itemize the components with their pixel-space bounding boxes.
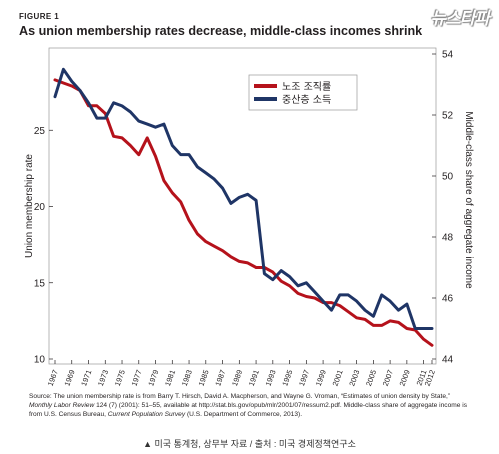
legend-label-union: 노조 조직률 [282,81,331,93]
x-tick-label: 1985 [197,369,211,388]
y-left-tick-label: 10 [34,355,46,366]
x-tick-label: 2009 [398,369,412,388]
x-tick-label: 1977 [129,369,143,388]
y-right-tick-label: 48 [442,233,454,244]
x-tick-label: 2001 [331,369,345,388]
x-tick-label: 2005 [364,369,378,388]
x-tick-label: 1997 [297,369,311,388]
x-axis-ticks: 1967 1969 1971 1973 1975 1977 1979 1981 1983 1985… [46,360,437,387]
chart-title: As union membership rates decrease, midd… [19,24,423,38]
y-left-tick-label: 25 [34,126,46,137]
x-tick-label: 1989 [230,369,244,388]
legend-label-middle-class: 중산층 소득 [282,94,331,106]
source-journal: Monthly Labor Review [29,402,95,409]
left-axis-ticks: 10 15 20 25 [34,126,53,366]
x-tick-label: 1975 [113,369,127,388]
x-tick-label: 1979 [146,369,160,388]
x-tick-label: 1995 [280,369,294,388]
y-right-tick-label: 52 [442,111,454,122]
figure-label: FIGURE 1 [19,12,60,21]
x-tick-label: 1999 [314,369,328,388]
footer-caption: ▲ 미국 통계청, 상무부 자료 / 출처 : 미국 경제정책연구소 [143,439,356,449]
series-line-union-membership [53,78,434,347]
y-axis-left-label: Union membership rate [24,154,35,258]
x-tick-label: 1969 [62,369,76,388]
watermark-logo: 뉴스타파 [430,9,490,28]
source-prefix: Source: The union membership rate is fro… [29,393,451,400]
x-tick-label: 2003 [347,369,361,388]
right-axis-ticks: 44 46 48 50 52 54 [432,50,454,366]
y-axis-right-label: Middle-class share of aggregate income [463,111,474,289]
plot-area [48,47,437,365]
legend: 노조 조직률 중산층 소득 [248,74,358,111]
y-right-tick-label: 54 [442,50,454,61]
x-tick-label: 1983 [180,369,194,388]
y-right-tick-label: 46 [442,294,454,305]
x-tick-label: 1993 [264,369,278,388]
y-right-tick-label: 44 [442,355,454,366]
source-middle: 124 (7) (2001): 51–55, available at http… [29,402,468,418]
source-suffix: (U.S. Department of Commerce, 2013). [185,411,303,418]
x-tick-label: 1973 [96,369,110,388]
x-tick-label: 2007 [381,369,395,388]
x-tick-label: 1967 [46,369,60,388]
y-left-tick-label: 15 [34,278,46,289]
y-right-tick-label: 50 [442,172,454,183]
x-tick-label: 1991 [247,369,261,388]
legend-box [248,74,358,111]
x-tick-label: 1981 [163,369,177,388]
series-layer [53,67,434,347]
x-tick-label: 1971 [79,369,93,388]
series-line-middle-class-income [53,67,434,330]
source-survey: Current Population Survey [107,411,186,418]
x-tick-label: 1987 [213,369,227,388]
y-left-tick-label: 20 [34,202,46,213]
source-note: Source: The union membership rate is fro… [29,392,471,419]
